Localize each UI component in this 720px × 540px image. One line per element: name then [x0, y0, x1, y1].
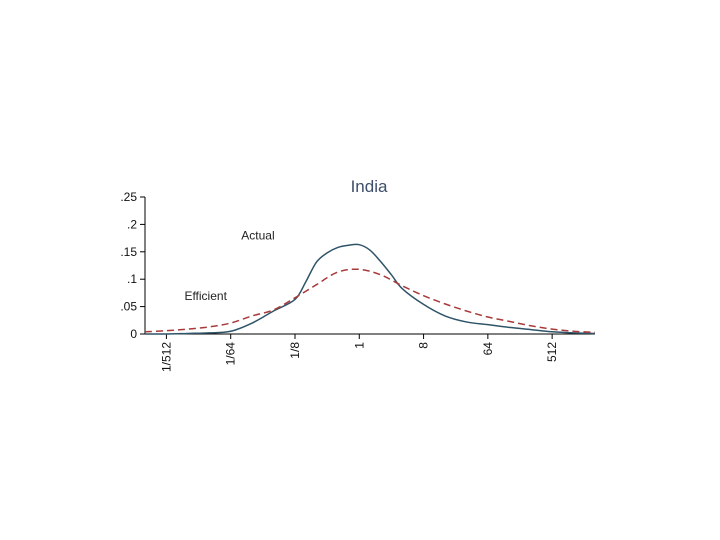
- chart-title: India: [351, 177, 388, 196]
- x-tick-label-0: 1/512: [159, 342, 173, 372]
- y-ticks: 0 .05 .1 .15 .2 .25: [120, 190, 145, 341]
- series-layer: [144, 243, 596, 335]
- annotation-efficient: Efficient: [184, 289, 227, 303]
- x-tick-label-5: 64: [481, 342, 495, 356]
- x-ticks: 1/512 1/64 1/8 1 8 64 512: [159, 334, 559, 372]
- y-tick-label-4: .2: [127, 217, 137, 231]
- x-tick-label-3: 1: [352, 342, 366, 349]
- x-tick-label-1: 1/64: [224, 342, 238, 366]
- x-tick-label-4: 8: [417, 342, 431, 349]
- y-tick-label-3: .15: [120, 245, 137, 259]
- y-tick-label-0: 0: [130, 327, 137, 341]
- x-tick-label-6: 512: [545, 342, 559, 362]
- series-line-efficient: [144, 268, 596, 334]
- y-tick-label-5: .25: [120, 190, 137, 204]
- annotation-actual: Actual: [241, 229, 274, 243]
- x-tick-label-2: 1/8: [288, 342, 302, 359]
- y-tick-label-1: .05: [120, 300, 137, 314]
- series-line-actual: [144, 243, 596, 335]
- y-tick-label-2: .1: [127, 272, 137, 286]
- annotations: Actual Efficient: [184, 229, 274, 303]
